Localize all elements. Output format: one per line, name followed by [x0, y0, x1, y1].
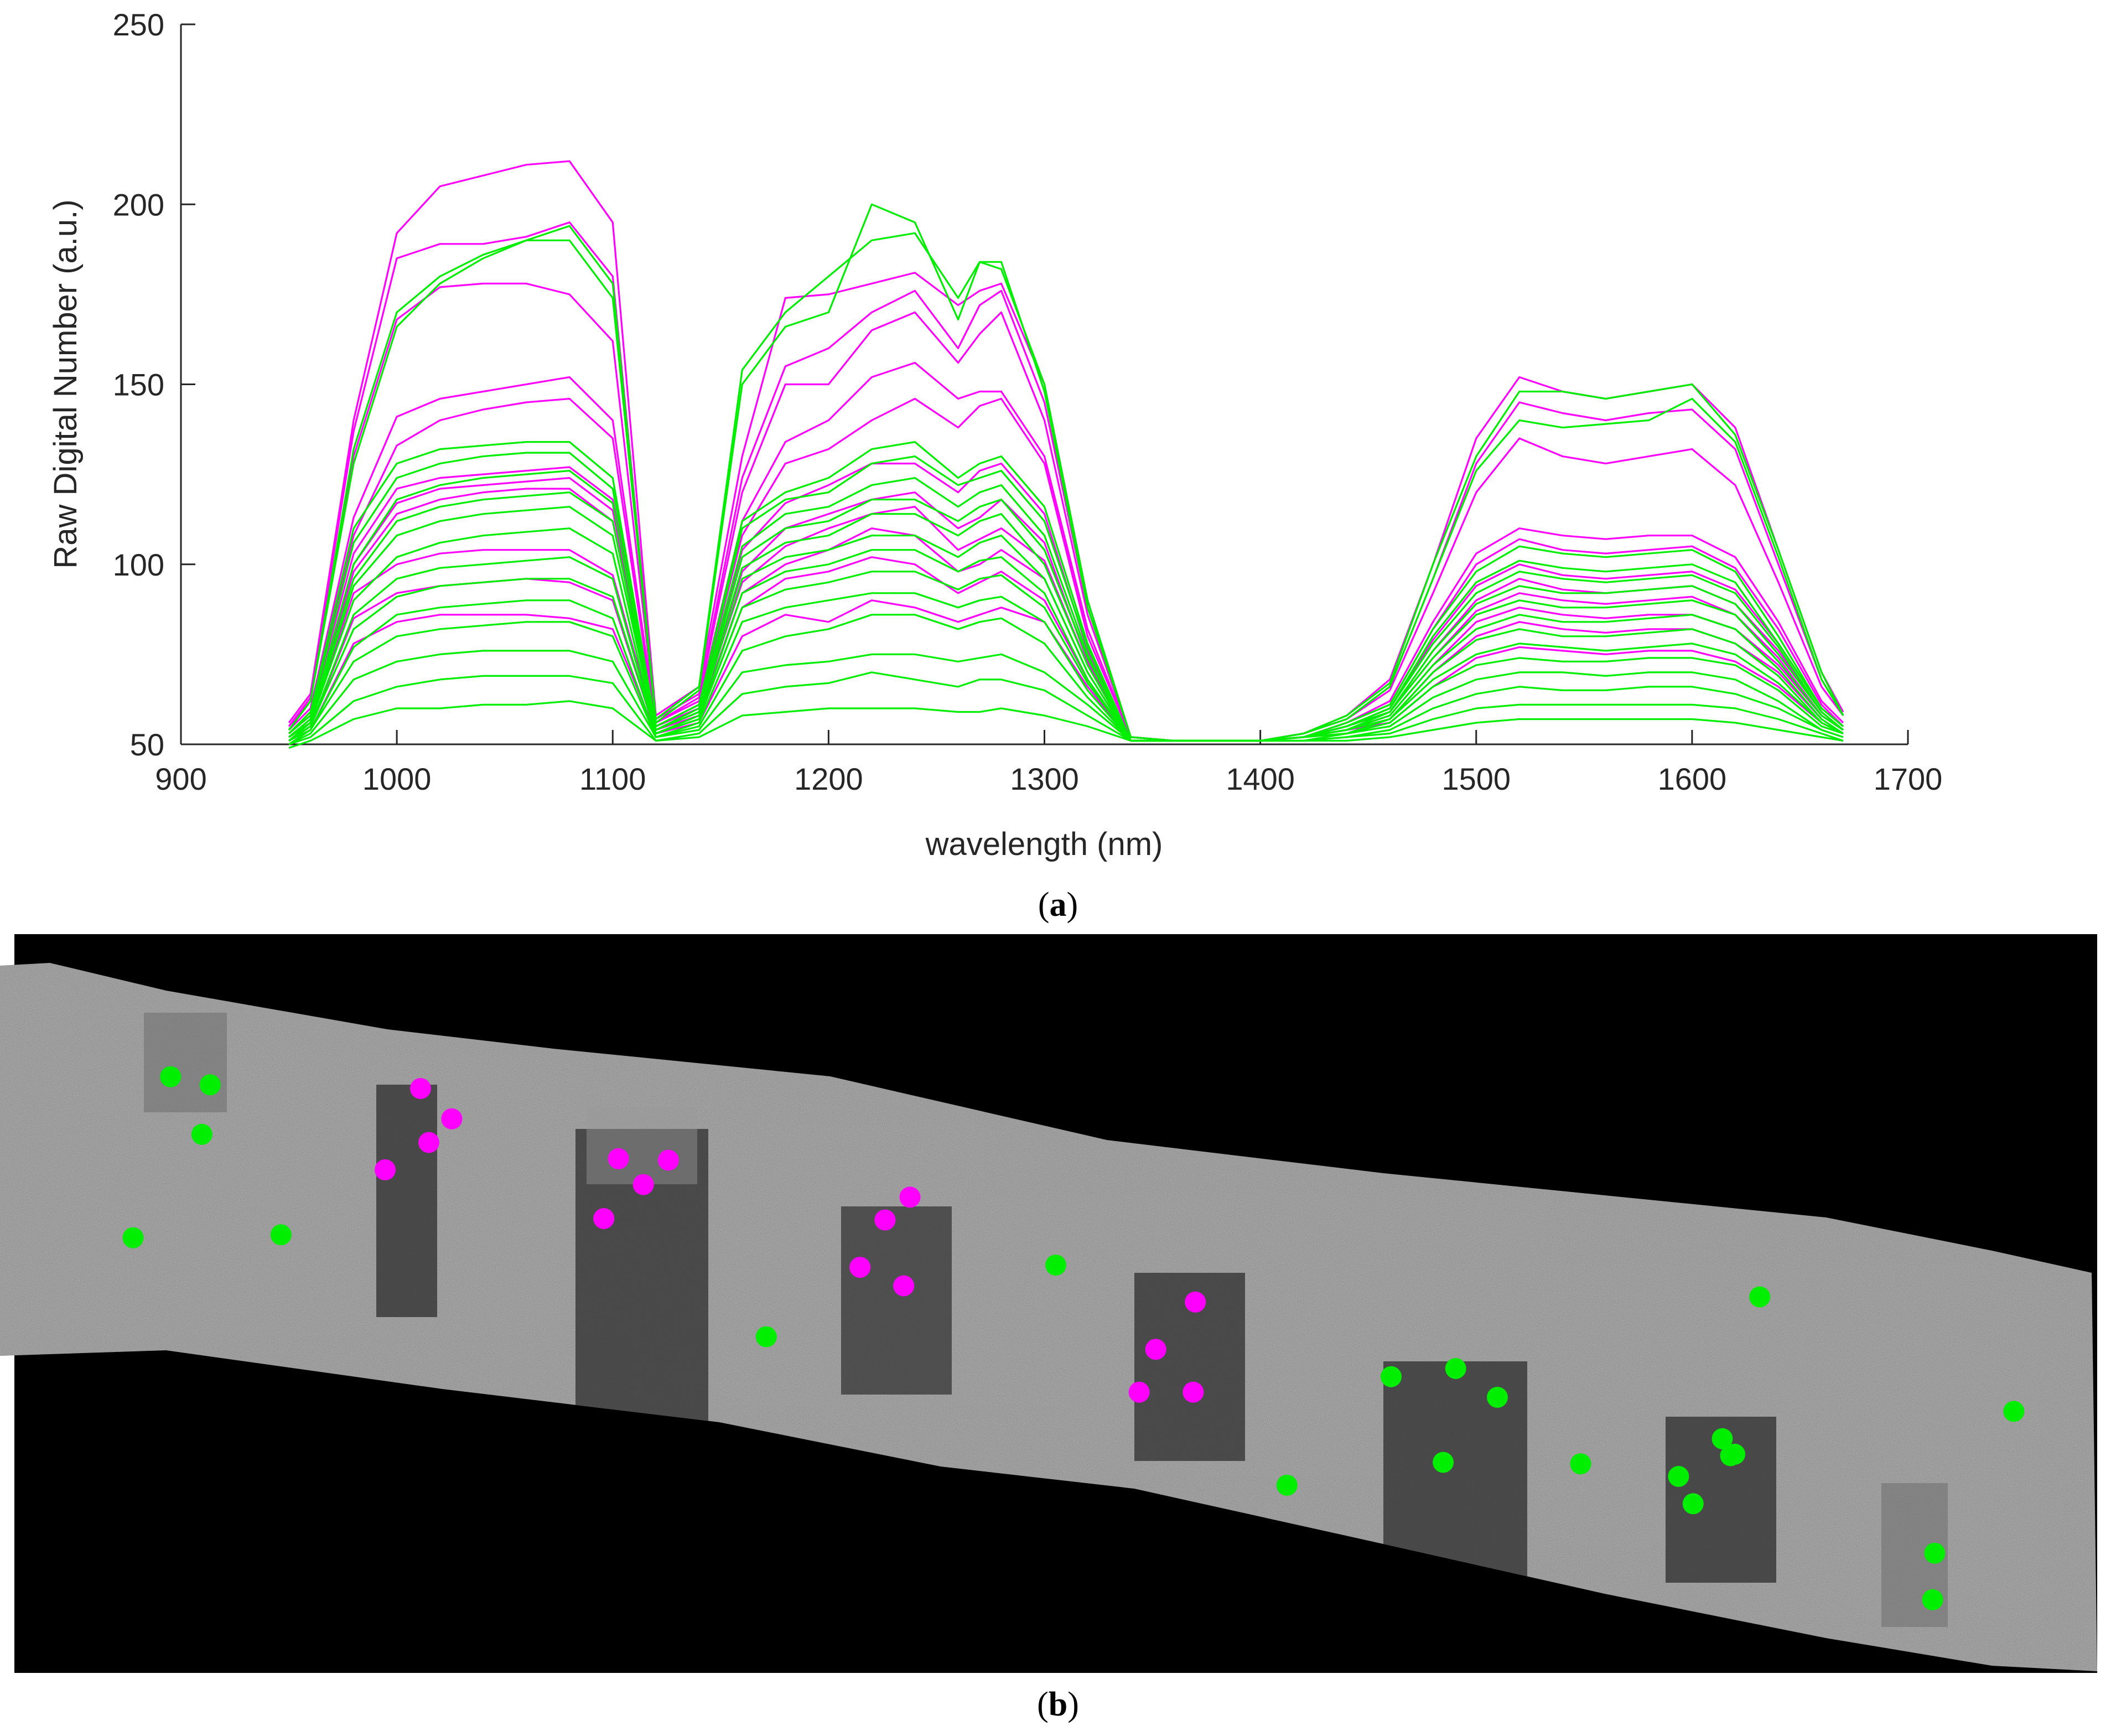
panel-b-image [0, 934, 2097, 1673]
green-point-24 [1381, 1366, 1402, 1387]
series-line-green-21 [288, 571, 1844, 742]
magenta-point-10 [608, 1148, 629, 1169]
magenta-point-15 [874, 1209, 896, 1231]
green-point-5 [270, 1224, 292, 1246]
x-tick-label: 1500 [1441, 761, 1511, 796]
series-line-magenta-6 [288, 463, 1844, 742]
caption-a: (a) [1038, 886, 1078, 924]
y-tick-label: 150 [113, 367, 164, 402]
series-line-green-14 [288, 441, 1844, 742]
x-tick-label: 1400 [1226, 761, 1295, 796]
caption-b: (b) [1037, 1686, 1079, 1723]
y-tick-label: 200 [113, 187, 164, 222]
green-point-37 [1924, 1542, 1946, 1564]
series-line-green-18 [288, 506, 1844, 742]
x-tick-label: 1600 [1658, 761, 1727, 796]
magenta-point-8 [418, 1132, 439, 1153]
green-point-29 [1570, 1453, 1591, 1475]
green-point-25 [1445, 1358, 1466, 1379]
green-point-2 [199, 1074, 221, 1096]
y-ticks: 50 100 150 200 250 [113, 7, 195, 762]
green-point-30 [1712, 1428, 1733, 1449]
green-point-34 [1682, 1493, 1704, 1515]
magenta-point-12 [632, 1174, 654, 1195]
series-line-green-15 [288, 452, 1844, 742]
series-line-magenta-5 [288, 397, 1844, 742]
magenta-point-13 [593, 1208, 615, 1229]
series-line-green-26 [288, 700, 1844, 749]
green-point-1 [160, 1066, 181, 1087]
series-line-magenta-7 [288, 477, 1844, 742]
green-point-27 [1433, 1452, 1454, 1473]
x-axis-label: wavelength (nm) [925, 826, 1163, 862]
y-tick-label: 100 [113, 547, 164, 582]
series-line-green-23 [288, 614, 1844, 745]
x-tick-label: 1200 [794, 761, 863, 796]
magenta-point-21 [1145, 1339, 1166, 1360]
magenta-point-22 [1128, 1381, 1150, 1403]
magenta-point-7 [441, 1108, 463, 1129]
green-point-38 [1922, 1589, 1943, 1610]
y-tick-label: 250 [113, 7, 164, 42]
sample-points [122, 1066, 2025, 1610]
green-point-18 [755, 1326, 777, 1348]
series-line-green-25 [288, 671, 1844, 745]
series-line-magenta-4 [288, 361, 1844, 742]
y-axis-label: Raw Digital Number (a.u.) [48, 199, 84, 568]
green-point-36 [2003, 1401, 2025, 1422]
magenta-point-11 [657, 1149, 679, 1171]
x-ticks: 900 1000 1100 1200 1300 1400 1500 1600 1700 [155, 730, 1942, 796]
magenta-point-9 [375, 1159, 396, 1180]
green-point-33 [1668, 1465, 1689, 1487]
series-line-green-16 [288, 470, 1844, 742]
series-line-green-13 [288, 203, 1844, 742]
y-tick-label: 50 [130, 727, 164, 762]
x-tick-label: 1100 [579, 761, 646, 796]
series-line-magenta-8 [288, 488, 1844, 742]
magenta-point-14 [899, 1186, 921, 1208]
x-tick-label: 1000 [362, 761, 432, 796]
x-tick-label: 900 [155, 761, 206, 796]
green-point-19 [1045, 1255, 1066, 1276]
magenta-point-23 [1183, 1381, 1204, 1403]
series-line-magenta-10 [288, 556, 1844, 742]
series-lines [288, 160, 1844, 749]
green-point-28 [1276, 1474, 1298, 1496]
magenta-point-17 [893, 1275, 915, 1297]
green-point-32 [1724, 1443, 1746, 1465]
series-line-green-12 [288, 225, 1844, 742]
series-line-green-22 [288, 592, 1844, 742]
magenta-point-6 [410, 1078, 431, 1099]
x-tick-label: 1700 [1874, 761, 1943, 796]
magenta-point-20 [1185, 1291, 1206, 1313]
green-point-26 [1487, 1387, 1508, 1408]
series-line-magenta-2 [288, 221, 1844, 742]
magenta-point-16 [849, 1257, 871, 1278]
green-point-4 [122, 1227, 144, 1248]
panel-a-chart: 900 1000 1100 1200 1300 1400 1500 1600 1700 50 10… [48, 7, 1942, 862]
series-line-magenta-3 [288, 282, 1844, 742]
series-line-green-20 [288, 549, 1844, 742]
series-line-green-24 [288, 650, 1844, 745]
green-point-35 [1749, 1286, 1771, 1308]
x-tick-label: 1300 [1010, 761, 1079, 796]
green-point-3 [191, 1123, 212, 1145]
series-line-green-17 [288, 491, 1844, 742]
series-line-green-19 [288, 527, 1844, 742]
